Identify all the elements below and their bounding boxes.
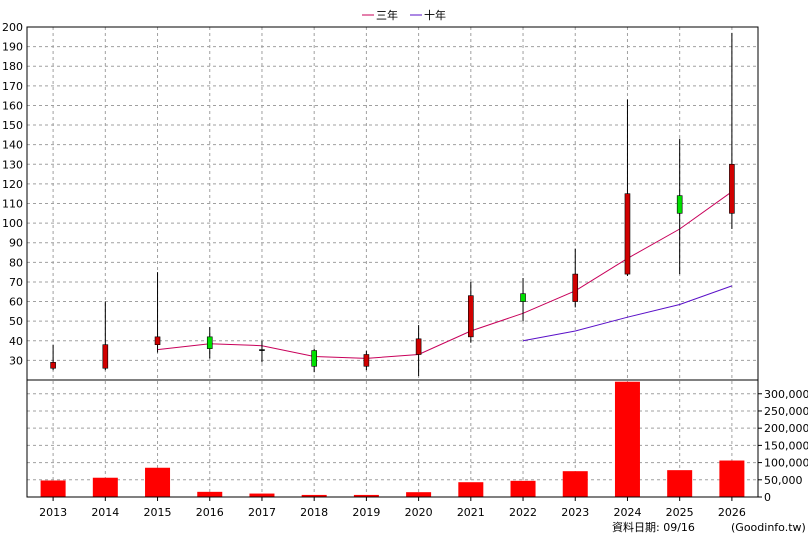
price-panel: 30 40 50 60 70 80 90 100 110 120 130 140 150 160 170 18…: [2, 21, 759, 497]
volume-bar-2024: [614, 381, 640, 497]
volume-bar-2018: [301, 494, 327, 497]
price-tick-label: 70: [9, 276, 23, 289]
price-tick-label: 90: [9, 237, 23, 250]
volume-bar-2014: [92, 477, 118, 497]
volume-tick-label: 200,000: [764, 422, 808, 435]
footer-date-label: 資料日期: 09/16: [612, 520, 695, 534]
price-tick-label: 80: [9, 256, 23, 269]
ma-line-three-year: [157, 191, 733, 359]
x-tick-label-2016: 2016: [196, 506, 224, 519]
price-tick-label: 190: [2, 41, 23, 54]
volume-tick-label: 150,000: [764, 439, 808, 452]
candle-body-2025: [676, 195, 683, 214]
volume-bar-2017: [249, 493, 275, 497]
x-tick-label-2019: 2019: [352, 506, 380, 519]
volume-bar-2025: [667, 470, 693, 497]
volume-tick-label: 50,000: [764, 474, 803, 487]
volume-panel: 0 50,000 100,000 150,000 200,000 250,000 300,0…: [26, 379, 808, 504]
legend: 三年 十年: [362, 8, 446, 22]
volume-bar-2013: [40, 480, 66, 497]
candle-body-2023: [572, 273, 579, 302]
x-tick-label-2017: 2017: [248, 506, 276, 519]
price-tick-label: 100: [2, 217, 23, 230]
legend-label-three-year: 三年: [376, 8, 398, 22]
x-tick-label-2015: 2015: [144, 506, 172, 519]
volume-bar-2026: [719, 460, 745, 497]
candle-body-2024: [624, 193, 631, 275]
price-tick-label: 150: [2, 119, 23, 132]
price-tick-label: 180: [2, 60, 23, 73]
x-tick-label-2021: 2021: [457, 506, 485, 519]
price-tick-label: 50: [9, 315, 23, 328]
x-tick-label-2023: 2023: [561, 506, 589, 519]
volume-bar-2015: [145, 467, 171, 497]
volume-tick-label: 100,000: [764, 457, 808, 470]
price-tick-label: 140: [2, 139, 23, 152]
candle-body-2018: [311, 350, 317, 367]
x-tick-label-2018: 2018: [300, 506, 328, 519]
volume-tick-label: 300,000: [764, 388, 808, 401]
x-tick-label-2024: 2024: [613, 506, 641, 519]
price-tick-label: 130: [2, 158, 23, 171]
candle-body-2026: [729, 163, 735, 214]
x-tick-label-2025: 2025: [666, 506, 694, 519]
volume-tick-label: 0: [764, 491, 771, 504]
price-tick-label: 160: [2, 99, 23, 112]
price-tick-label: 60: [9, 296, 23, 309]
volume-bar-2023: [562, 471, 588, 497]
candle-body-2013: [50, 362, 56, 369]
price-tick-label: 40: [9, 335, 23, 348]
footer-source-label: (Goodinfo.tw): [731, 521, 806, 534]
price-tick-label: 170: [2, 80, 23, 93]
candle-body-2021: [468, 295, 474, 338]
x-tick-label-2013: 2013: [39, 506, 67, 519]
volume-bar-2020: [406, 492, 432, 497]
volume-frame: [26, 379, 759, 498]
ma-line-ten-year: [522, 285, 733, 342]
volume-bar-2022: [510, 480, 536, 497]
volume-bar-2021: [458, 482, 484, 497]
candle-body-2014: [102, 344, 109, 369]
candle-body-2015: [154, 336, 161, 346]
price-tick-label: 200: [2, 21, 23, 34]
x-tick-label-2026: 2026: [718, 506, 746, 519]
x-tick-label-2022: 2022: [509, 506, 537, 519]
price-tick-label: 110: [2, 198, 23, 211]
candle-body-2016: [206, 336, 213, 349]
volume-bar-2019: [353, 494, 379, 497]
x-axis: 2013 2014 2015 2016 2017 2018 2019 2020 2021 2022…: [39, 497, 746, 519]
price-tick-label: 30: [9, 354, 23, 367]
candle-body-2017: [259, 349, 265, 351]
x-tick-label-2020: 2020: [405, 506, 433, 519]
candle-body-2022: [520, 293, 526, 302]
candle-body-2019: [363, 354, 370, 367]
candle-body-2020: [415, 338, 422, 355]
volume-bar-2016: [197, 491, 223, 497]
legend-label-ten-year: 十年: [424, 8, 446, 22]
price-tick-label: 120: [2, 178, 23, 191]
x-tick-label-2014: 2014: [91, 506, 119, 519]
volume-tick-label: 250,000: [764, 405, 808, 418]
